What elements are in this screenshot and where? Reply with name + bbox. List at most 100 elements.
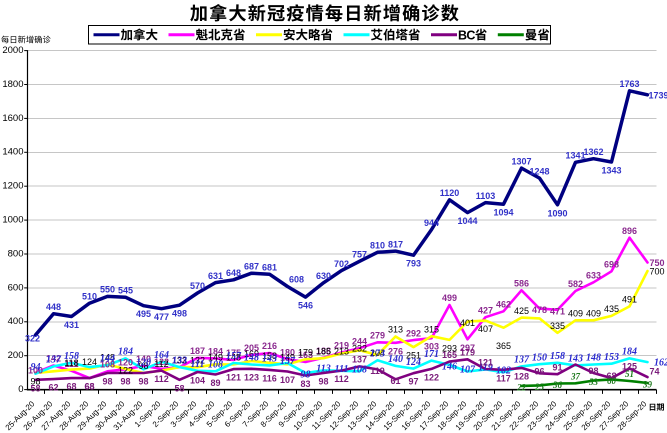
svg-text:2000: 2000 — [2, 45, 23, 56]
svg-text:142: 142 — [46, 354, 61, 364]
svg-text:89: 89 — [210, 378, 220, 388]
svg-text:407: 407 — [478, 324, 493, 334]
svg-text:132: 132 — [190, 355, 205, 365]
svg-text:1103: 1103 — [476, 191, 496, 201]
svg-text:98: 98 — [301, 370, 311, 381]
svg-text:510: 510 — [82, 291, 97, 301]
svg-text:409: 409 — [568, 309, 583, 319]
svg-text:112: 112 — [334, 374, 349, 384]
svg-text:91: 91 — [552, 362, 562, 372]
svg-text:313: 313 — [388, 325, 403, 335]
svg-text:39: 39 — [642, 380, 653, 390]
svg-text:1600: 1600 — [2, 113, 23, 124]
svg-text:119: 119 — [478, 362, 492, 373]
svg-text:0: 0 — [18, 384, 23, 395]
svg-text:53: 53 — [589, 377, 599, 387]
svg-text:297: 297 — [460, 343, 475, 353]
svg-text:204: 204 — [370, 348, 385, 358]
svg-text:157: 157 — [226, 351, 242, 362]
svg-text:1362: 1362 — [583, 147, 603, 157]
svg-text:491: 491 — [622, 295, 637, 305]
svg-text:140: 140 — [136, 354, 151, 364]
svg-text:550: 550 — [100, 285, 115, 295]
svg-text:431: 431 — [64, 320, 79, 330]
svg-text:570: 570 — [190, 281, 205, 291]
svg-text:173: 173 — [370, 349, 385, 360]
svg-text:793: 793 — [406, 259, 421, 269]
svg-text:58: 58 — [30, 383, 40, 393]
svg-text:681: 681 — [262, 262, 277, 272]
svg-text:184: 184 — [208, 347, 223, 357]
svg-text:303: 303 — [424, 342, 439, 352]
svg-text:401: 401 — [460, 318, 475, 328]
svg-text:1400: 1400 — [2, 147, 23, 158]
svg-text:107: 107 — [280, 375, 295, 385]
svg-text:471: 471 — [550, 306, 565, 316]
svg-text:100: 100 — [28, 366, 43, 376]
svg-text:315: 315 — [424, 324, 439, 334]
svg-text:292: 292 — [406, 328, 421, 338]
svg-text:179: 179 — [460, 348, 475, 358]
svg-text:400: 400 — [8, 316, 24, 327]
svg-text:74: 74 — [649, 367, 659, 377]
svg-text:143: 143 — [262, 354, 277, 365]
svg-text:83: 83 — [300, 379, 310, 389]
svg-text:133: 133 — [172, 355, 187, 366]
svg-text:51: 51 — [625, 369, 634, 379]
svg-text:1343: 1343 — [601, 166, 621, 176]
svg-text:68: 68 — [84, 382, 94, 392]
svg-text:162: 162 — [654, 358, 667, 369]
svg-text:68: 68 — [84, 382, 94, 392]
svg-text:700: 700 — [650, 267, 665, 277]
svg-text:179: 179 — [298, 348, 313, 358]
svg-text:216: 216 — [262, 341, 277, 351]
svg-text:148: 148 — [586, 353, 601, 364]
svg-text:180: 180 — [280, 347, 295, 357]
svg-text:98: 98 — [588, 366, 598, 376]
svg-text:1000: 1000 — [2, 215, 23, 226]
svg-text:157: 157 — [280, 356, 296, 367]
svg-text:148: 148 — [226, 353, 241, 363]
svg-text:C: C — [466, 28, 475, 42]
svg-text:478: 478 — [532, 305, 547, 315]
svg-text:98: 98 — [30, 377, 40, 387]
svg-text:121: 121 — [478, 357, 493, 367]
svg-text:184: 184 — [622, 347, 637, 358]
svg-text:896: 896 — [622, 226, 637, 236]
svg-text:108: 108 — [100, 360, 115, 370]
svg-text:545: 545 — [118, 285, 133, 295]
svg-text:582: 582 — [568, 279, 583, 289]
svg-text:68: 68 — [66, 382, 76, 392]
svg-text:120: 120 — [118, 358, 133, 368]
svg-text:648: 648 — [226, 268, 241, 278]
svg-text:98: 98 — [138, 361, 148, 371]
svg-text:137: 137 — [352, 355, 367, 365]
svg-text:171: 171 — [424, 349, 439, 360]
svg-text:118: 118 — [64, 358, 78, 368]
svg-text:96: 96 — [534, 366, 544, 376]
svg-text:128: 128 — [514, 371, 529, 381]
svg-text:1090: 1090 — [547, 208, 567, 218]
svg-text:702: 702 — [334, 259, 349, 269]
svg-text:149: 149 — [208, 353, 223, 363]
svg-text:112: 112 — [154, 374, 169, 384]
svg-text:58: 58 — [174, 383, 184, 393]
svg-text:1307: 1307 — [511, 156, 531, 166]
svg-text:102: 102 — [496, 365, 511, 376]
svg-text:143: 143 — [568, 354, 583, 365]
svg-text:698: 698 — [604, 260, 619, 270]
svg-text:123: 123 — [244, 372, 259, 382]
svg-text:232: 232 — [352, 343, 367, 353]
svg-text:153: 153 — [604, 352, 619, 363]
svg-text:279: 279 — [370, 331, 385, 341]
svg-text:750: 750 — [650, 258, 665, 268]
svg-text:97: 97 — [408, 377, 418, 387]
svg-text:112: 112 — [154, 359, 168, 369]
svg-text:810: 810 — [370, 241, 385, 251]
svg-text:158: 158 — [262, 351, 277, 361]
svg-text:687: 687 — [244, 261, 259, 271]
svg-text:122: 122 — [154, 357, 169, 367]
svg-text:631: 631 — [208, 271, 223, 281]
svg-text:188: 188 — [316, 346, 331, 356]
svg-text:137: 137 — [46, 355, 62, 366]
